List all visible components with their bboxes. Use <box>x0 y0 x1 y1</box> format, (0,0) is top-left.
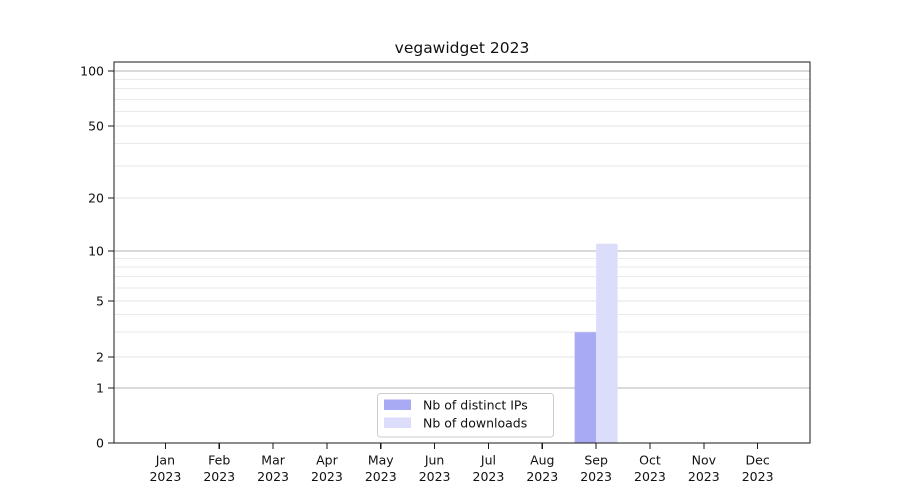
x-tick-label-month: Sep <box>584 453 608 468</box>
legend-label-distinct-ips: Nb of distinct IPs <box>423 398 528 413</box>
gridlines-minor <box>114 78 810 358</box>
x-tick-label-year: 2023 <box>419 469 451 484</box>
axis-ticks <box>108 70 759 449</box>
x-tick-label-month: Jan <box>155 453 175 468</box>
x-tick-label-month: May <box>368 453 394 468</box>
x-tick-label-month: Aug <box>530 453 554 468</box>
x-tick-label-year: 2023 <box>634 469 666 484</box>
x-tick-label-year: 2023 <box>580 469 612 484</box>
plot-frame <box>113 61 811 444</box>
x-tick-label-month: Nov <box>692 453 717 468</box>
y-tick-label: 5 <box>96 293 104 308</box>
axis-tick-labels: 0125102050100Jan2023Feb2023Mar2023Apr202… <box>80 63 773 484</box>
x-tick-label-month: Jul <box>480 453 496 468</box>
x-tick-label-month: Oct <box>639 453 661 468</box>
x-tick-label-month: Apr <box>316 453 338 468</box>
bar-distinct-ips <box>574 332 597 443</box>
x-tick-label-year: 2023 <box>473 469 505 484</box>
y-tick-label: 50 <box>88 118 104 133</box>
x-tick-label-year: 2023 <box>365 469 397 484</box>
y-tick-label: 2 <box>96 349 104 364</box>
x-tick-label-month: Mar <box>261 453 285 468</box>
x-tick-label-year: 2023 <box>149 469 181 484</box>
y-tick-label: 20 <box>88 190 104 205</box>
x-tick-label-month: Feb <box>208 453 230 468</box>
x-tick-label-year: 2023 <box>203 469 235 484</box>
y-tick-label: 0 <box>96 435 104 450</box>
legend-box <box>377 393 554 438</box>
y-tick-label: 10 <box>88 243 104 258</box>
legend: Nb of distinct IPs Nb of downloads <box>377 393 554 438</box>
x-tick-label-year: 2023 <box>688 469 720 484</box>
legend-label-downloads: Nb of downloads <box>423 416 527 431</box>
x-tick-label-month: Jun <box>424 453 445 468</box>
chart-title: vegawidget 2023 <box>395 39 530 57</box>
legend-swatch-distinct-ips <box>384 399 411 410</box>
x-tick-label-year: 2023 <box>526 469 558 484</box>
y-tick-label: 1 <box>96 380 104 395</box>
gridlines-major <box>114 70 810 389</box>
x-tick-label-year: 2023 <box>742 469 774 484</box>
bars-group <box>574 243 618 443</box>
x-tick-label-year: 2023 <box>311 469 343 484</box>
x-tick-label-year: 2023 <box>257 469 289 484</box>
y-tick-label: 100 <box>80 63 104 78</box>
legend-swatch-downloads <box>384 417 411 428</box>
x-tick-label-month: Dec <box>746 453 770 468</box>
bar-downloads <box>596 243 618 443</box>
